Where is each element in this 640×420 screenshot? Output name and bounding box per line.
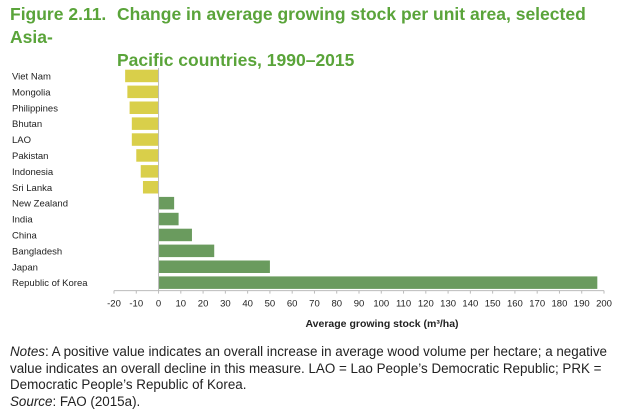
x-axis-label: Average growing stock (m³/ha) bbox=[305, 318, 458, 330]
category-label: China bbox=[12, 230, 38, 241]
notes-text: : A positive value indicates an overall … bbox=[10, 344, 607, 392]
x-tick-label: 120 bbox=[418, 299, 434, 310]
x-tick-label: 70 bbox=[309, 299, 320, 310]
category-label: Pakistan bbox=[12, 151, 48, 162]
bar-new-zealand bbox=[158, 196, 175, 210]
bars-group bbox=[125, 69, 598, 289]
category-labels: Viet Nam Mongolia Philippines Bhutan LAO Paki… bbox=[12, 71, 88, 289]
bar-china bbox=[158, 228, 192, 242]
notes-label: Notes bbox=[10, 344, 45, 359]
bar-mongolia bbox=[127, 85, 159, 99]
x-tick-label: 160 bbox=[507, 299, 523, 310]
x-tick-label: 180 bbox=[552, 299, 568, 310]
bar-bangladesh bbox=[158, 244, 215, 258]
category-label: India bbox=[12, 215, 33, 226]
figure-title: Figure 2.11. Change in average growing st… bbox=[10, 3, 630, 72]
source-label: Source bbox=[10, 393, 53, 409]
category-label: Bangladesh bbox=[12, 246, 62, 257]
bar-viet-nam bbox=[125, 69, 159, 83]
x-tick-label: 130 bbox=[440, 299, 456, 310]
source-text: : FAO (2015a). bbox=[52, 393, 141, 409]
category-label: Sri Lanka bbox=[12, 183, 53, 194]
category-label: Indonesia bbox=[12, 167, 54, 178]
figure-title-line1: Change in average growing stock per unit… bbox=[10, 4, 586, 47]
x-tick-label: 150 bbox=[485, 299, 501, 310]
category-label: Viet Nam bbox=[12, 71, 51, 82]
x-tick-label: 10 bbox=[176, 299, 187, 310]
category-label: LAO bbox=[12, 135, 31, 146]
x-tick-label: -10 bbox=[129, 299, 143, 310]
x-axis-ticks: -20 -10 0 10 20 30 40 50 60 70 80 90 100 110 120 130 140… bbox=[107, 290, 612, 310]
category-label: Mongolia bbox=[12, 87, 51, 98]
figure-title-line2: Pacific countries, 1990–2015 bbox=[117, 50, 355, 70]
x-tick-label: 40 bbox=[242, 299, 253, 310]
x-tick-label: 30 bbox=[220, 299, 231, 310]
bar-lao bbox=[131, 133, 159, 146]
bar-republic-of-korea bbox=[158, 276, 598, 289]
x-tick-label: 200 bbox=[596, 299, 612, 310]
bar-philippines bbox=[129, 101, 159, 114]
x-tick-label: 0 bbox=[156, 299, 161, 310]
bar-india bbox=[158, 212, 179, 226]
x-tick-label: 20 bbox=[198, 299, 209, 310]
figure-number: Figure 2.11. bbox=[10, 4, 107, 24]
figure-notes: Notes: A positive value indicates an ove… bbox=[10, 344, 636, 410]
x-tick-label: 80 bbox=[331, 299, 342, 310]
category-label: Bhutan bbox=[12, 119, 42, 130]
x-tick-label: 140 bbox=[462, 299, 478, 310]
x-tick-label: 50 bbox=[265, 299, 276, 310]
bar-pakistan bbox=[136, 149, 159, 162]
bar-sri-lanka bbox=[142, 181, 159, 194]
bar-bhutan bbox=[131, 117, 159, 130]
category-label: New Zealand bbox=[12, 199, 68, 210]
x-tick-label: -20 bbox=[107, 299, 121, 310]
category-label: Republic of Korea bbox=[12, 278, 88, 289]
x-tick-label: 60 bbox=[287, 299, 298, 310]
bar-japan bbox=[158, 260, 270, 273]
category-label: Philippines bbox=[12, 103, 58, 114]
x-tick-label: 100 bbox=[373, 299, 389, 310]
bar-indonesia bbox=[140, 165, 159, 178]
x-tick-label: 110 bbox=[396, 299, 411, 310]
x-tick-label: 190 bbox=[574, 299, 590, 310]
x-tick-label: 90 bbox=[354, 299, 365, 310]
x-tick-label: 170 bbox=[529, 299, 545, 310]
category-label: Japan bbox=[12, 262, 38, 273]
